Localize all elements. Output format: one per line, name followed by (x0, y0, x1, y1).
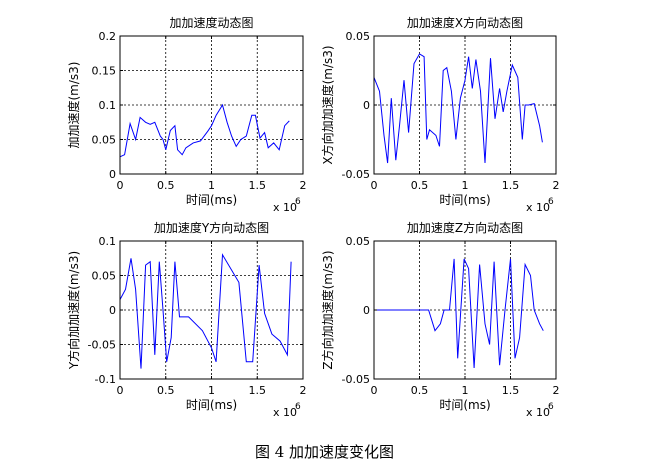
chart-3-ytick-label-0: -0.1 (95, 373, 116, 386)
chart-2-ylabel: X方向加加速度(m/s3) (320, 45, 335, 164)
chart-1-xtick-label-4: 2 (300, 179, 307, 192)
chart-4-xtick-label-3: 1.5 (502, 384, 520, 397)
chart-2-xtick-label-3: 1.5 (502, 179, 520, 192)
chart-4-x-multiplier: x 10 (526, 406, 550, 419)
chart-2-x-multiplier: x 10 (526, 201, 550, 214)
chart-1-ylabel: 加加速度(m/s3) (66, 62, 81, 149)
chart-1-ytick-label-1: 0.05 (92, 134, 117, 147)
chart-2-xtick-label-1: 0.5 (411, 179, 429, 192)
chart-3-ytick-label-2: 0 (109, 304, 116, 317)
chart-3-xtick-label-4: 2 (300, 384, 307, 397)
chart-1-ytick-label-4: 0.2 (99, 30, 117, 43)
chart-4-xtick-label-4: 2 (553, 384, 560, 397)
chart-4-xlabel: 时间(ms) (439, 398, 490, 412)
chart-3-series-line (119, 253, 292, 369)
chart-3-xtick-label-1: 0.5 (157, 384, 175, 397)
chart-2-x-multiplier-exp: 6 (548, 197, 554, 207)
chart-4-title: 加加速度Z方向动态图 (407, 220, 523, 235)
chart-2-xtick-label-2: 1 (462, 179, 469, 192)
chart-1-ytick-label-0: 0 (109, 168, 116, 181)
chart-2-series-line (373, 53, 543, 164)
chart-1-ytick-label-3: 0.15 (92, 65, 117, 78)
chart-4-ytick-label-0: -0.05 (342, 373, 370, 386)
chart-1-xtick-label-1: 0.5 (157, 179, 175, 192)
chart-1-xtick-label-2: 1 (208, 179, 215, 192)
chart-1-x-multiplier-exp: 6 (295, 197, 301, 207)
chart-3-xlabel: 时间(ms) (186, 398, 237, 412)
chart-3-x-multiplier-exp: 6 (295, 402, 301, 412)
chart-2-xtick-label-4: 2 (553, 179, 560, 192)
chart-2-title: 加加速度X方向动态图 (407, 15, 523, 30)
chart-3-x-multiplier: x 10 (273, 406, 297, 419)
chart-3-ytick-label-4: 0.1 (99, 235, 117, 248)
chart-3-ylabel: Y方向加加速度(m/s3) (66, 251, 81, 370)
chart-4-ytick-label-2: 0.05 (346, 235, 371, 248)
chart-3-xtick-label-3: 1.5 (249, 384, 267, 397)
chart-3-xtick-label-0: 0 (117, 384, 124, 397)
chart-4-ytick-label-1: 0 (363, 304, 370, 317)
chart-4-ylabel: Z方向加加速度(m/s3) (320, 250, 335, 369)
chart-4-series-line (374, 258, 544, 369)
chart-4-xtick-label-2: 1 (462, 384, 469, 397)
chart-1-x-multiplier: x 10 (273, 201, 297, 214)
chart-2-ytick-label-2: 0.05 (346, 30, 371, 43)
chart-2-xtick-label-0: 0 (371, 179, 378, 192)
chart-1-xtick-label-3: 1.5 (249, 179, 267, 192)
chart-4-xtick-label-0: 0 (371, 384, 378, 397)
figure-caption: 图 4 加加速度变化图 (254, 443, 395, 461)
chart-2-ytick-label-1: 0 (363, 99, 370, 112)
chart-1-series-line (119, 103, 290, 158)
chart-3-ytick-label-3: 0.05 (92, 270, 117, 283)
chart-2-ytick-label-0: -0.05 (342, 168, 370, 181)
chart-2-xlabel: 时间(ms) (439, 193, 490, 207)
chart-4-x-multiplier-exp: 6 (548, 402, 554, 412)
chart-3-xtick-label-2: 1 (208, 384, 215, 397)
chart-4-xtick-label-1: 0.5 (411, 384, 429, 397)
chart-3-title: 加加速度Y方向动态图 (154, 220, 269, 235)
chart-1-xtick-label-0: 0 (117, 179, 124, 192)
chart-1-xlabel: 时间(ms) (186, 193, 237, 207)
chart-1-title: 加加速度动态图 (169, 15, 253, 30)
chart-1-ytick-label-2: 0.1 (99, 99, 117, 112)
chart-3-ytick-label-1: -0.05 (88, 339, 116, 352)
